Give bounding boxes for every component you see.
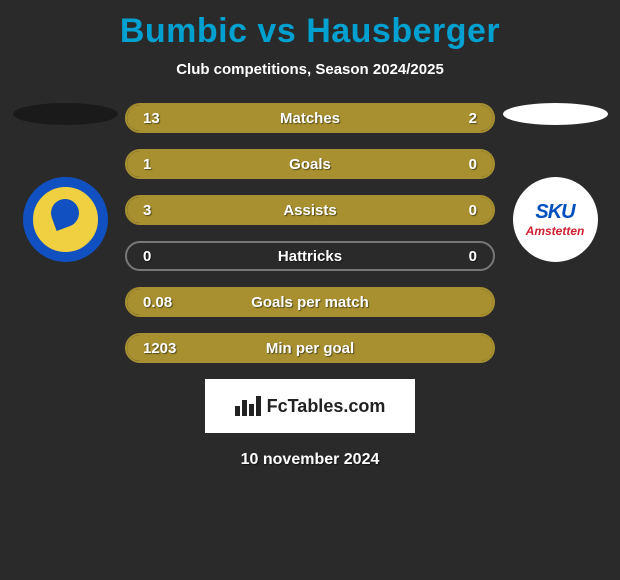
right-badge-text2: Amstetten — [524, 224, 587, 238]
chart-icon — [235, 396, 261, 416]
stat-bars: 132Matches 10Goals 30Assists 00Hattricks 0.0… — [125, 103, 495, 363]
stat-bar: 132Matches — [125, 103, 495, 133]
comparison-panel: 132Matches 10Goals 30Assists 00Hattricks 0.0… — [0, 103, 620, 363]
subtitle: Club competitions, Season 2024/2025 — [0, 61, 620, 78]
attribution-text: FcTables.com — [267, 396, 386, 417]
right-side: SKU Amstetten — [495, 103, 615, 262]
left-side — [5, 103, 125, 262]
page-title: Bumbic vs Hausberger — [0, 0, 620, 51]
attribution-box: FcTables.com — [205, 379, 415, 433]
right-ellipse — [503, 103, 608, 125]
stat-bar: 10Goals — [125, 149, 495, 179]
stat-label: Min per goal — [127, 340, 493, 357]
stat-bar: 00Hattricks — [125, 241, 495, 271]
left-ellipse — [13, 103, 118, 125]
stat-bar: 1203Min per goal — [125, 333, 495, 363]
right-team-badge: SKU Amstetten — [513, 177, 598, 262]
right-badge-text1: SKU — [535, 201, 574, 224]
left-team-badge — [23, 177, 108, 262]
stat-label: Hattricks — [127, 248, 493, 265]
stat-label: Matches — [127, 110, 493, 127]
stat-label: Goals per match — [127, 294, 493, 311]
stat-bar: 30Assists — [125, 195, 495, 225]
date-label: 10 november 2024 — [0, 451, 620, 469]
stat-label: Assists — [127, 202, 493, 219]
stat-label: Goals — [127, 156, 493, 173]
stat-bar: 0.08Goals per match — [125, 287, 495, 317]
